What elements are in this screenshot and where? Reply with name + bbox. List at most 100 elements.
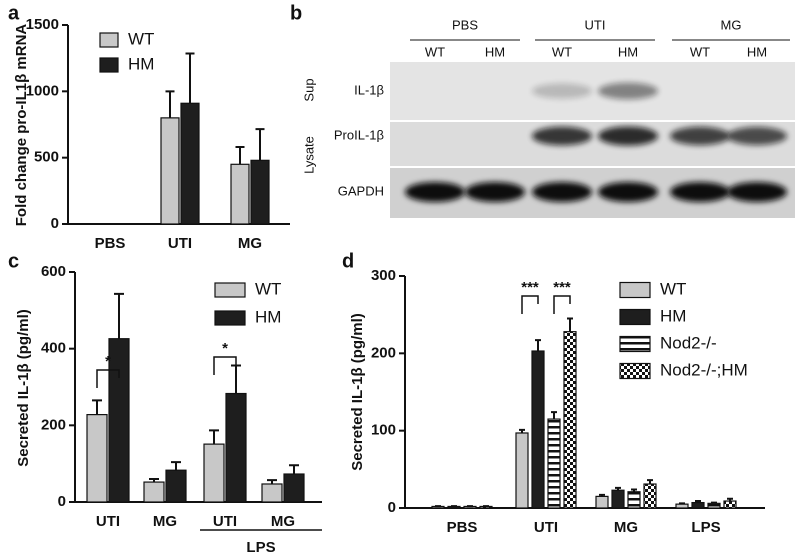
error-bar [551, 411, 557, 420]
error-bar [235, 146, 245, 165]
legend-label: WT [255, 279, 281, 298]
y-tick-label: 200 [41, 416, 66, 433]
bar [160, 117, 180, 225]
significance-bracket [553, 295, 571, 314]
blot-band [598, 182, 658, 202]
error-bar [267, 479, 277, 484]
significance-label: * [222, 340, 228, 357]
y-tick-label: 400 [41, 340, 66, 357]
error-bar [165, 90, 175, 118]
y-tick-label: 300 [371, 267, 396, 284]
legend-swatch [214, 310, 246, 326]
blot-row-group: Lysate [301, 136, 316, 174]
panel-label: d [342, 250, 354, 272]
blot-band [405, 182, 465, 202]
legend-swatch [214, 282, 246, 298]
significance-label: *** [521, 279, 539, 296]
bar [86, 414, 108, 503]
legend-swatch [619, 362, 651, 380]
bar [283, 473, 305, 503]
blot-band [670, 126, 730, 146]
bar [563, 331, 577, 509]
error-bar [171, 461, 181, 471]
y-tick-label: 0 [58, 493, 66, 510]
legend-swatch [619, 335, 651, 353]
bar [707, 502, 721, 509]
bar [203, 443, 225, 503]
blot-lane-label: HM [485, 44, 505, 59]
blot-band [727, 126, 787, 146]
bar [230, 163, 250, 225]
y-tick-label: 0 [51, 215, 59, 232]
y-tick-label: 1500 [26, 16, 59, 33]
error-bar [114, 292, 124, 339]
y-axis-label: Secreted IL-1β (pg/ml) [15, 309, 32, 467]
x-tick-label: UTI [96, 513, 120, 530]
panel-label: a [8, 2, 20, 24]
legend-label: Nod2-/-;HM [660, 360, 748, 379]
blot-strip [390, 62, 795, 120]
y-tick-label: 100 [371, 422, 396, 439]
bar [225, 392, 247, 503]
significance-bracket [96, 369, 120, 388]
error-bar [231, 364, 241, 394]
significance-bracket [213, 356, 237, 375]
legend-label: HM [128, 54, 154, 73]
bar [108, 338, 130, 503]
blot-band [465, 182, 525, 202]
bar [180, 102, 200, 225]
blot-row-group: Sup [301, 78, 316, 101]
panel-label: b [290, 2, 302, 24]
group-label: LPS [246, 539, 275, 556]
blot-band [598, 126, 658, 146]
blot-lane-label: WT [690, 44, 710, 59]
blot-band [532, 182, 592, 202]
bar [250, 159, 270, 225]
error-bar [209, 429, 219, 445]
blot-band [670, 182, 730, 202]
blot-group-label: UTI [585, 17, 606, 32]
legend-label: HM [255, 307, 281, 326]
bar [531, 350, 545, 509]
bar [261, 483, 283, 503]
bar [627, 491, 641, 509]
y-tick-label: 0 [388, 499, 396, 516]
y-axis-label: Fold change pro-IL1β mRNA [13, 24, 30, 227]
bar [595, 495, 609, 509]
blot-group-label: MG [721, 17, 742, 32]
x-tick-label: MG [271, 513, 295, 530]
y-axis-label: Secreted IL-1β (pg/ml) [349, 313, 366, 471]
western-blot [390, 62, 795, 218]
significance-label: *** [553, 279, 571, 296]
error-bar [727, 497, 733, 502]
bar [723, 500, 737, 509]
error-bar [631, 488, 637, 492]
blot-band [532, 126, 592, 146]
significance-label: * [105, 353, 111, 370]
error-bar [567, 317, 573, 332]
error-bar [92, 399, 102, 415]
blot-row-label: GAPDH [338, 183, 384, 198]
legend-swatch [99, 57, 119, 73]
error-bar [647, 479, 653, 485]
blot-lane-label: WT [425, 44, 445, 59]
error-bar [615, 486, 621, 491]
legend-swatch [99, 32, 119, 48]
bar [143, 481, 165, 503]
error-bar [185, 52, 195, 104]
bar [691, 501, 705, 509]
blot-lane-label: HM [747, 44, 767, 59]
x-tick-label: UTI [168, 235, 192, 252]
x-tick-label: PBS [95, 235, 126, 252]
x-tick-label: MG [238, 235, 262, 252]
error-bar [695, 500, 701, 503]
blot-row-label: IL-1β [354, 82, 384, 97]
error-bar [519, 428, 525, 433]
bar [611, 489, 625, 509]
legend-label: Nod2-/- [660, 333, 717, 352]
significance-bracket [521, 295, 539, 314]
legend-swatch [619, 281, 651, 299]
x-tick-label: MG [153, 513, 177, 530]
blot-row-label: ProIL-1β [334, 127, 384, 142]
